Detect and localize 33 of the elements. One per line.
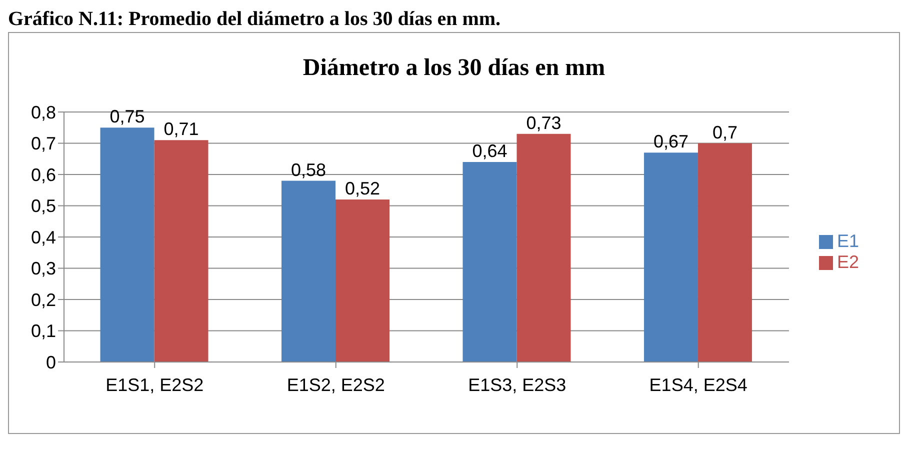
chart-title: Diámetro a los 30 días en mm xyxy=(302,55,606,82)
x-tick-label: E1S4, E2S4 xyxy=(649,374,748,395)
legend-label: E1 xyxy=(836,231,859,251)
data-label: 0,64 xyxy=(472,141,508,161)
x-tick-label: E1S3, E2S3 xyxy=(468,374,566,395)
bar xyxy=(644,152,698,362)
bar xyxy=(100,128,154,362)
y-tick-label: 0,4 xyxy=(30,227,56,248)
y-tick-label: 0 xyxy=(46,352,56,372)
x-tick-label: E1S2, E2S2 xyxy=(286,374,385,395)
bar xyxy=(281,180,336,362)
legend-label: E2 xyxy=(836,252,859,272)
bar xyxy=(516,134,571,362)
y-tick-label: 0,8 xyxy=(30,102,56,122)
text: Gráfico N.11: Promedio del diámetro a los 30 días en mm. xyxy=(8,8,502,32)
y-tick-label: 0,6 xyxy=(30,164,56,185)
y-tick-label: 0,2 xyxy=(30,290,56,310)
data-label: 0,75 xyxy=(110,106,145,127)
data-label: 0,7 xyxy=(712,122,738,142)
y-tick-label: 0,7 xyxy=(30,134,56,154)
data-label: 0,67 xyxy=(653,132,688,152)
y-tick-label: 0,5 xyxy=(30,196,56,216)
data-label: 0,73 xyxy=(526,112,562,133)
data-label: 0,52 xyxy=(344,178,380,198)
bar xyxy=(462,162,517,362)
bar xyxy=(335,200,390,362)
data-label: 0,71 xyxy=(164,119,199,140)
x-tick-label: E1S1, E2S2 xyxy=(106,374,204,395)
bar xyxy=(698,143,752,362)
y-tick-label: 0,3 xyxy=(30,258,56,279)
bar xyxy=(154,140,208,362)
data-label: 0,58 xyxy=(290,160,326,180)
y-tick-label: 0,1 xyxy=(30,321,56,342)
